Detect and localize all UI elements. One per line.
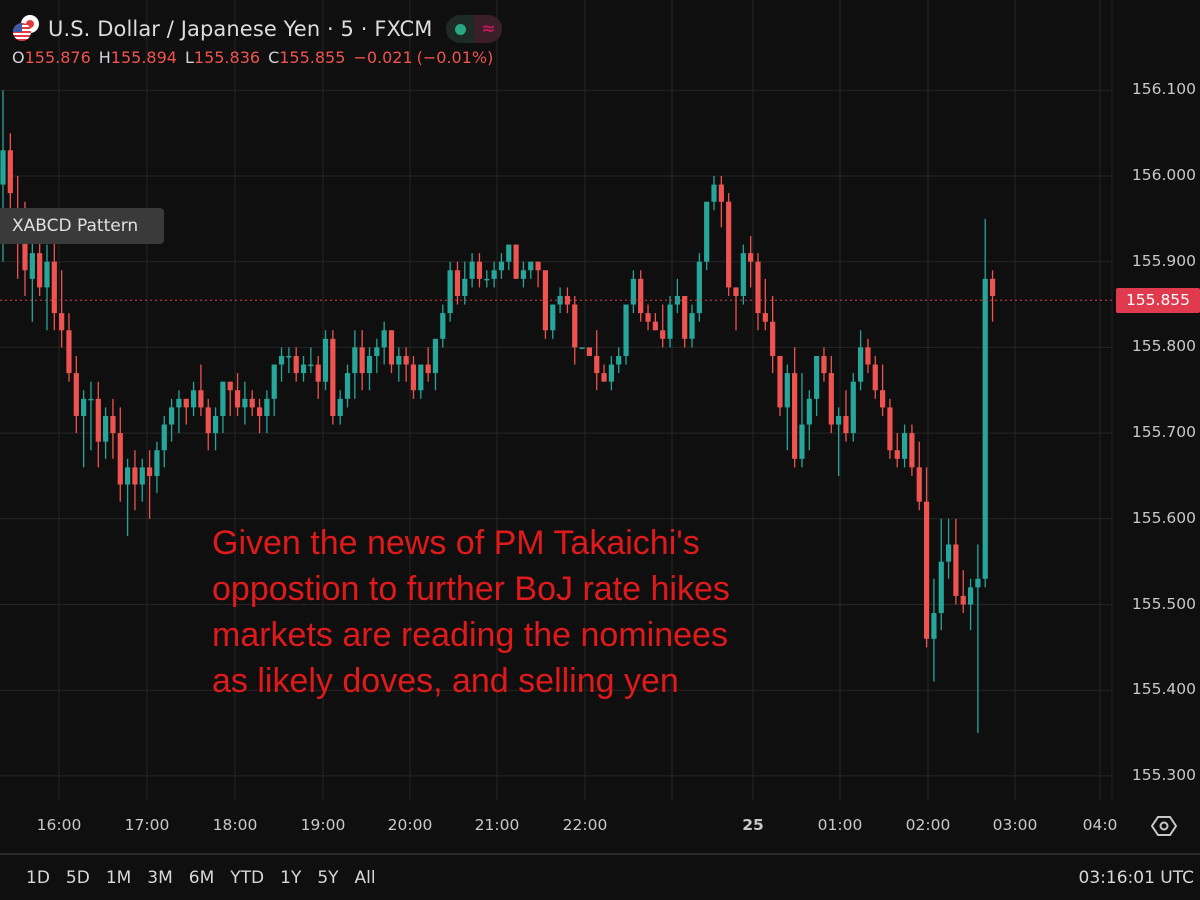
price-tick-label: 155.500: [1131, 594, 1196, 613]
bottom-toolbar-divider: [0, 853, 1200, 855]
high-label: H: [98, 48, 111, 67]
range-all-button[interactable]: All: [354, 868, 376, 888]
data-delay-icon: ≈: [474, 15, 503, 43]
high-value: 155.894: [110, 48, 177, 67]
time-tick-label: 19:00: [300, 816, 346, 834]
settings-hexagon-icon: [1150, 816, 1178, 836]
time-tick-label: 18:00: [212, 816, 258, 834]
range-5d-button[interactable]: 5D: [65, 868, 90, 888]
symbol-header: U.S. Dollar / Japanese Yen · 5 · FXCM ≈ …: [12, 12, 503, 67]
chart-grid: [0, 0, 1113, 800]
time-tick-label: 16:00: [36, 816, 82, 834]
price-tick-label: 156.100: [1131, 80, 1196, 99]
time-tick-label: 17:00: [124, 816, 170, 834]
time-tick-label: 21:00: [474, 816, 520, 834]
price-tick-label: 156.000: [1131, 166, 1196, 184]
range-3m-button[interactable]: 3M: [147, 868, 173, 888]
open-value: 155.876: [24, 48, 91, 67]
range-ytd-button[interactable]: YTD: [230, 868, 265, 888]
low-label: L: [184, 48, 194, 67]
low-value: 155.836: [193, 48, 261, 67]
last-price-tag: 155.855: [1116, 288, 1200, 313]
utc-clock[interactable]: 03:16:01 UTC: [1078, 868, 1194, 888]
change-value: −0.021: [353, 48, 413, 67]
price-tick-label: 155.300: [1131, 765, 1196, 784]
symbol-title[interactable]: U.S. Dollar / Japanese Yen · 5 · FXCM: [48, 17, 433, 41]
time-tick-label: 02:00: [905, 816, 951, 834]
time-tick-label: 03:00: [992, 816, 1038, 834]
time-tick-label: 22:00: [562, 816, 608, 834]
time-tick-label: 25: [742, 816, 764, 834]
price-tick-label: 155.600: [1131, 508, 1196, 527]
close-value: 155.855: [279, 48, 346, 67]
market-open-icon: [454, 23, 466, 35]
price-tick-label: 155.700: [1131, 423, 1196, 442]
price-tick-label: 155.800: [1131, 337, 1196, 356]
range-5y-button[interactable]: 5Y: [317, 868, 339, 888]
usd-jpy-flag-icon: [12, 15, 42, 43]
change-percent: (−0.01%): [416, 48, 494, 67]
news-annotation-text[interactable]: Given the news of PM Takaichi's oppostio…: [212, 524, 730, 700]
close-label: C: [268, 48, 280, 67]
range-1d-button[interactable]: 1D: [26, 868, 50, 888]
candle-series: [0, 90, 996, 734]
time-tick-label: 20:00: [387, 816, 433, 834]
range-6m-button[interactable]: 6M: [188, 868, 215, 888]
range-1m-button[interactable]: 1M: [105, 868, 132, 888]
market-status-pill[interactable]: ≈: [446, 15, 503, 43]
date-range-toolbar: 1D 5D 1M 3M 6M YTD 1Y 5Y All: [26, 868, 392, 888]
range-1y-button[interactable]: 1Y: [280, 868, 302, 888]
time-tick-label: 04:0: [1082, 816, 1118, 834]
price-tick-label: 155.400: [1131, 680, 1196, 699]
open-label: O: [12, 48, 25, 67]
axis-settings-button[interactable]: [1150, 812, 1178, 840]
xabcd-pattern-tag[interactable]: XABCD Pattern: [0, 208, 164, 244]
ohlc-legend: O 155.876 H 155.894 L 155.836 C 155.855 −0.0…: [12, 48, 502, 67]
time-tick-label: 01:00: [817, 816, 863, 834]
price-tick-label: 155.900: [1131, 251, 1196, 270]
